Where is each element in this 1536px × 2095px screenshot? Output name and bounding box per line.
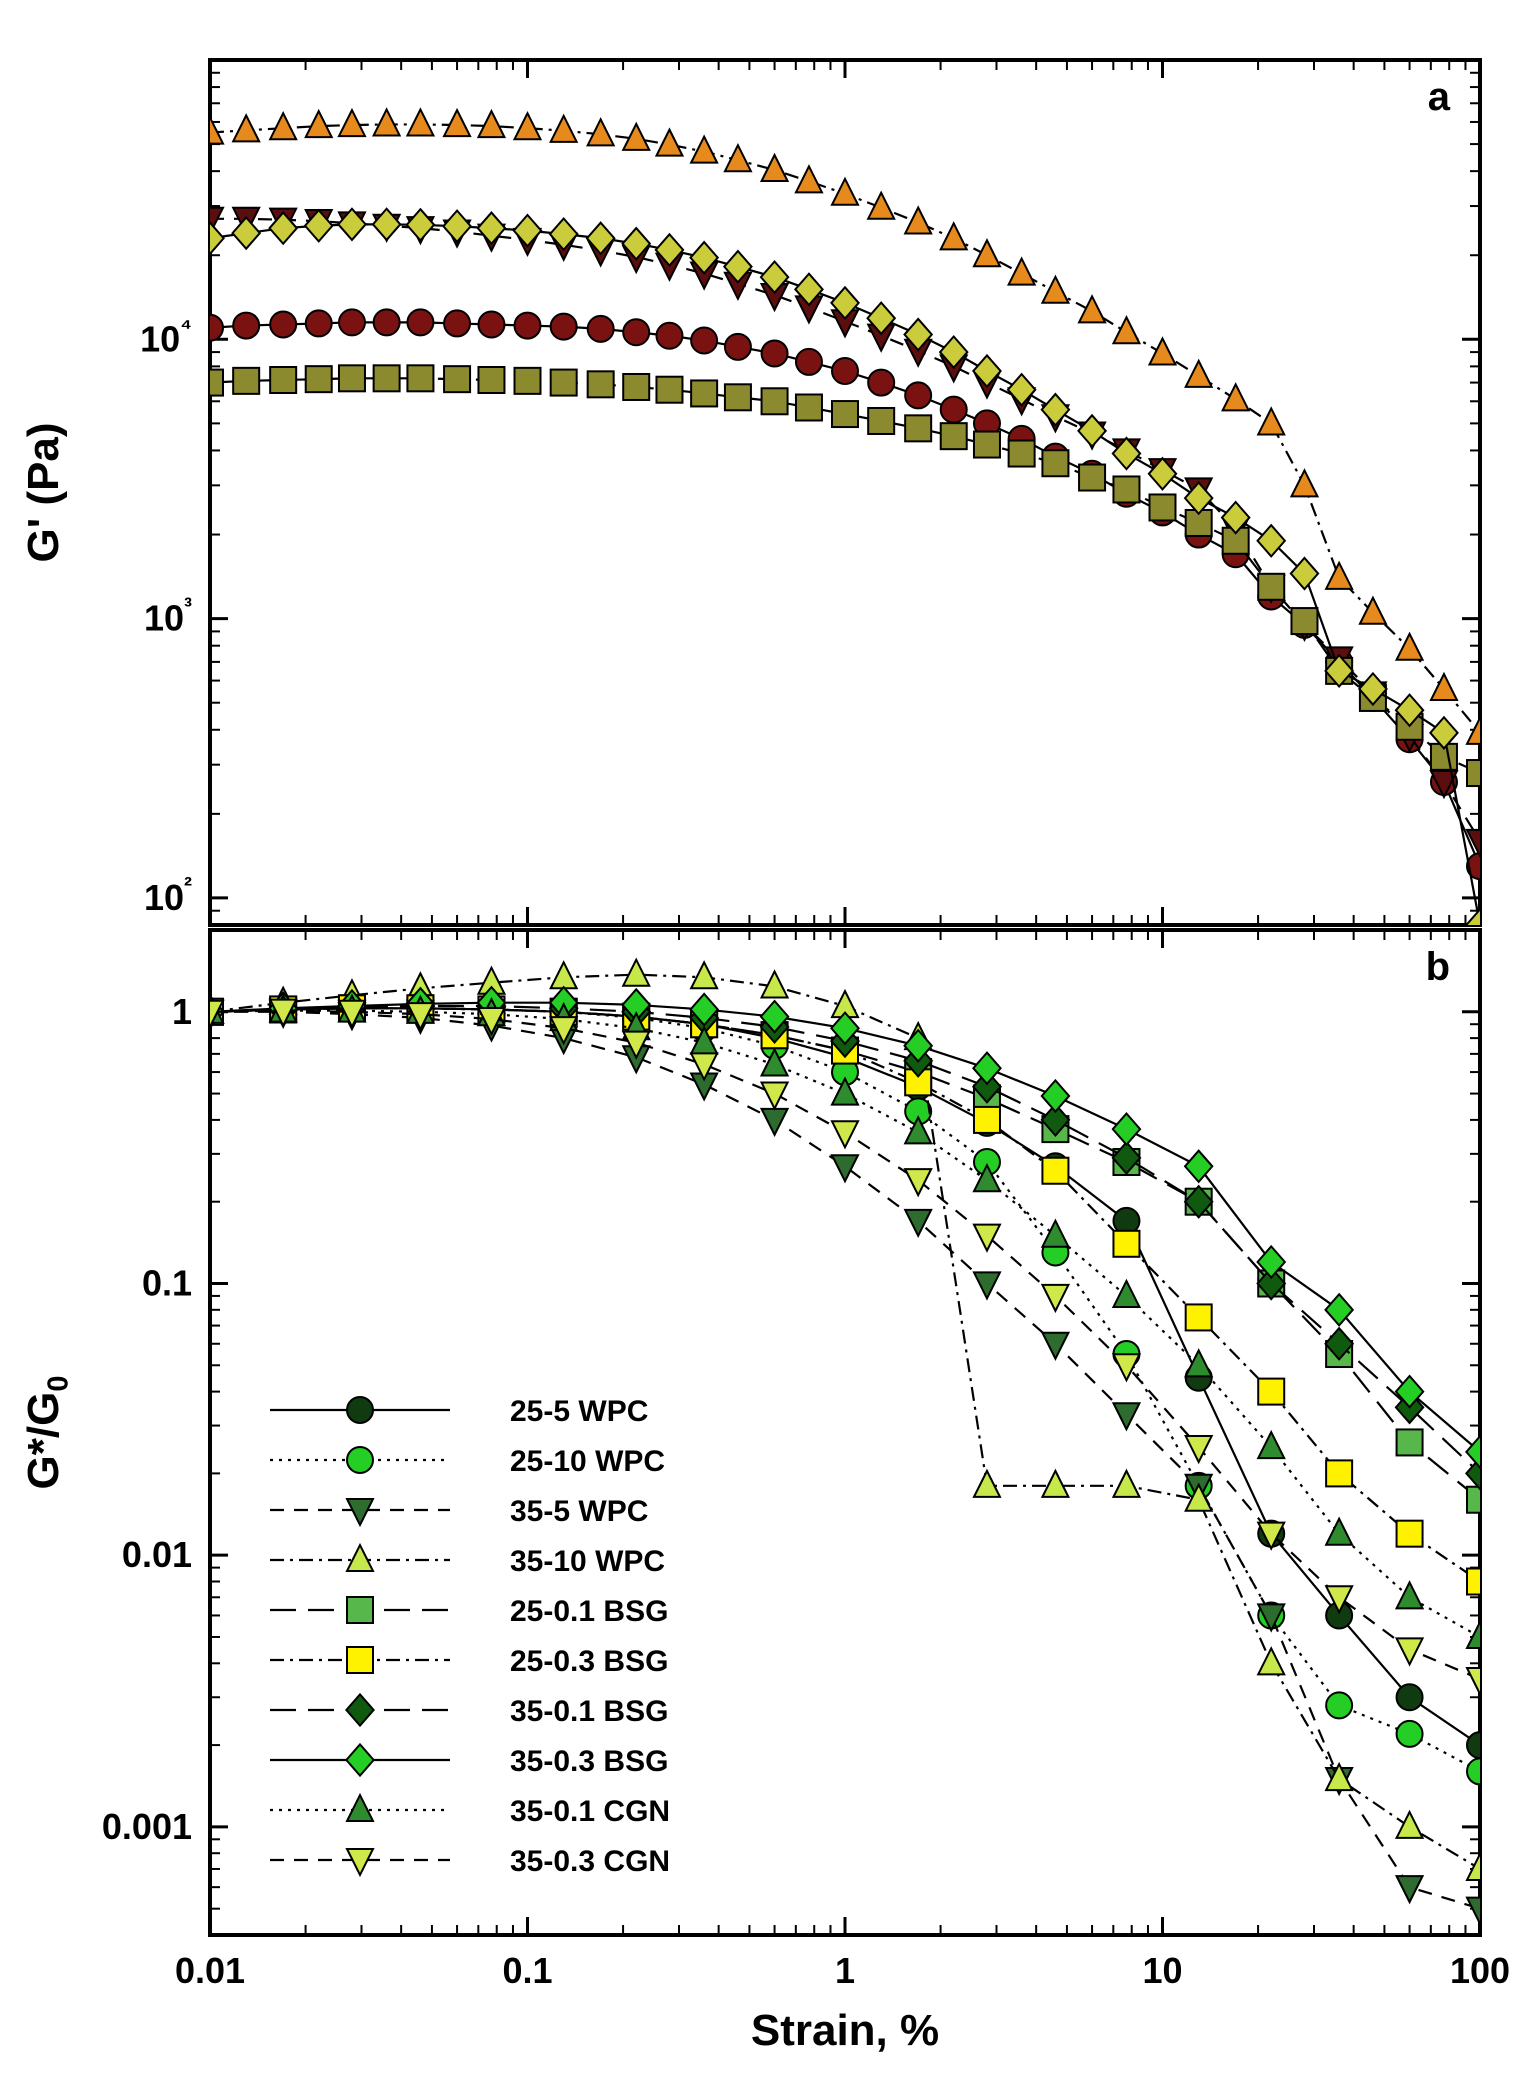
svg-text:0.1: 0.1 — [502, 1950, 552, 1991]
svg-text:Strain, %: Strain, % — [751, 2006, 939, 2055]
svg-text:0.01: 0.01 — [175, 1950, 245, 1991]
svg-text:35-0.1 CGN: 35-0.1 CGN — [510, 1795, 670, 1828]
svg-text:0.01: 0.01 — [122, 1534, 192, 1575]
svg-text:25-10 WPC: 25-10 WPC — [510, 1445, 665, 1478]
svg-text:10: 10 — [1142, 1950, 1182, 1991]
svg-text:35-0.1 BSG: 35-0.1 BSG — [510, 1695, 668, 1728]
svg-text:G*/G0: G*/G0 — [19, 1376, 75, 1490]
svg-text:35-0.3 CGN: 35-0.3 CGN — [510, 1845, 670, 1878]
figure: 10²10³10⁴G' (Pa)a0.010.11101000.0010.010… — [0, 0, 1536, 2095]
svg-text:b: b — [1426, 945, 1450, 989]
chart-svg: 10²10³10⁴G' (Pa)a0.010.11101000.0010.010… — [0, 0, 1536, 2095]
svg-text:35-5 WPC: 35-5 WPC — [510, 1495, 648, 1528]
panel-b: 0.01 0.1 1 10 100 0.001 0.01 0.1 1 G*/G0 b 25-5 WPC… — [19, 930, 1510, 1991]
svg-text:0.1: 0.1 — [142, 1262, 192, 1303]
legend: 25-5 WPC 25-10 WPC 35-5 WPC 35-10 WPC 25-0.1… — [270, 1395, 670, 1878]
svg-text:10³: 10³ — [144, 593, 192, 638]
svg-text:a: a — [1428, 75, 1451, 119]
svg-text:1: 1 — [835, 1950, 855, 1991]
svg-text:25-0.1 BSG: 25-0.1 BSG — [510, 1595, 668, 1628]
svg-text:100: 100 — [1450, 1950, 1510, 1991]
svg-text:0.001: 0.001 — [102, 1806, 192, 1847]
svg-text:1: 1 — [172, 991, 192, 1032]
svg-text:10⁴: 10⁴ — [140, 314, 192, 359]
svg-text:35-10 WPC: 35-10 WPC — [510, 1545, 665, 1578]
svg-text:35-0.3 BSG: 35-0.3 BSG — [510, 1745, 668, 1778]
svg-text:25-0.3 BSG: 25-0.3 BSG — [510, 1645, 668, 1678]
svg-text:G' (Pa): G' (Pa) — [19, 422, 68, 562]
svg-text:10²: 10² — [144, 873, 192, 918]
svg-text:25-5 WPC: 25-5 WPC — [510, 1395, 648, 1428]
panel-a: 10² 10³ 10⁴ G' (Pa) a — [19, 60, 1494, 941]
